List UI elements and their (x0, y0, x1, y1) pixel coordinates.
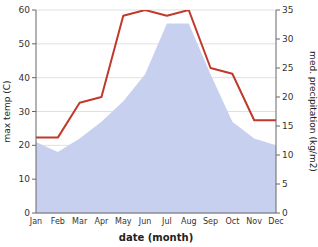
y2-tick-label: 35 (282, 5, 293, 15)
x-tick-label: Jan (29, 217, 42, 226)
y-tick (32, 111, 36, 112)
y2-axis-label: med. precipitation (kg/m2) (308, 51, 318, 172)
x-axis (36, 213, 276, 214)
y-tick (32, 43, 36, 44)
y2-tick-label: 5 (282, 179, 288, 189)
y-tick (32, 213, 36, 214)
y2-tick (276, 39, 280, 40)
y-tick (32, 179, 36, 180)
y-tick (32, 77, 36, 78)
line (36, 10, 276, 138)
y2-tick (276, 97, 280, 98)
y2-tick (276, 10, 280, 11)
y2-tick (276, 155, 280, 156)
y2-tick-label: 10 (282, 150, 294, 160)
y-tick-label: 10 (19, 174, 31, 184)
grid (36, 10, 276, 213)
x-tick-label: Apr (95, 217, 110, 226)
y-axis (36, 10, 37, 213)
y-tick-label: 20 (19, 140, 31, 150)
x-tick-label: Jul (161, 217, 172, 226)
y2-axis (276, 10, 277, 213)
x-tick-label: Jun (138, 217, 152, 226)
y-tick-label: 60 (19, 5, 31, 15)
x-axis-label: date (month) (119, 232, 193, 243)
y2-tick (276, 126, 280, 127)
y-tick-label: 30 (19, 107, 31, 117)
y2-tick (276, 213, 280, 214)
x-tick-label: Aug (181, 217, 197, 226)
y-tick-label: 40 (19, 73, 31, 83)
y2-tick (276, 68, 280, 69)
chart: 010203040506005101520253035JanFebMarAprM… (0, 0, 318, 247)
y-tick-label: 50 (19, 39, 31, 49)
x-tick-label: Nov (246, 217, 262, 226)
y2-tick-label: 15 (282, 121, 293, 131)
grid-line (36, 10, 276, 11)
grid-line (36, 213, 276, 214)
y2-tick-label: 30 (282, 34, 294, 44)
x-tick-label: Sep (203, 217, 218, 226)
x-tick-label: Feb (51, 217, 65, 226)
y-axis-label: max temp (C) (2, 80, 12, 142)
area (36, 24, 276, 213)
grid-line (36, 43, 276, 44)
y-tick (32, 145, 36, 146)
y2-tick-label: 25 (282, 63, 293, 73)
x-tick-label: Oct (225, 217, 239, 226)
x-tick-label: May (115, 217, 132, 226)
y2-tick-label: 20 (282, 92, 294, 102)
y-tick (32, 10, 36, 11)
data (36, 10, 276, 213)
x-tick-label: Mar (72, 217, 88, 226)
x-tick-label: Dec (268, 217, 283, 226)
y2-tick (276, 184, 280, 185)
